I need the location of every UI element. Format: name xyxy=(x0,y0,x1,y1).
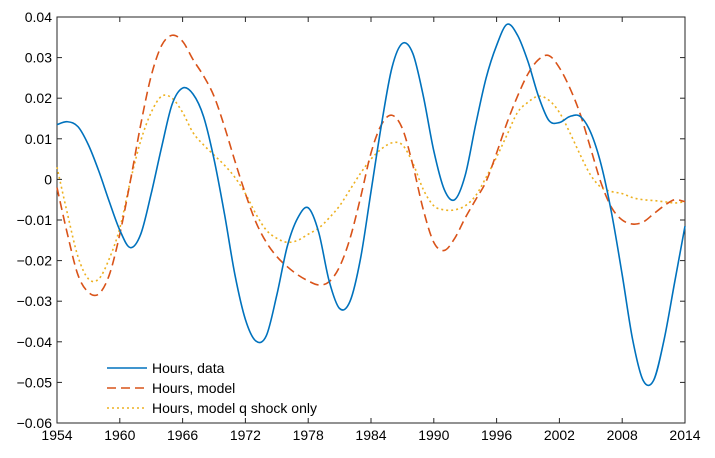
x-tick-label: 1990 xyxy=(418,427,449,443)
legend-label: Hours, data xyxy=(152,360,225,376)
legend-label: Hours, model xyxy=(152,380,235,396)
y-tick-label: −0.01 xyxy=(17,212,53,228)
legend-label: Hours, model q shock only xyxy=(152,400,317,416)
series-line-hours-data xyxy=(56,23,686,387)
y-tick-label: 0.03 xyxy=(25,50,52,66)
x-tick-label: 1960 xyxy=(104,427,135,443)
y-tick-label: −0.05 xyxy=(17,374,53,390)
x-tick-label: 1972 xyxy=(230,427,261,443)
y-tick-label: 0.01 xyxy=(25,131,52,147)
x-tick-label: 1966 xyxy=(167,427,198,443)
y-tick-label: 0.02 xyxy=(25,90,52,106)
x-tick-label: 1984 xyxy=(355,427,386,443)
x-tick-label: 2008 xyxy=(607,427,638,443)
y-tick-label: −0.03 xyxy=(17,293,53,309)
y-axis: −0.06 −0.05 −0.04 −0.03 −0.02 −0.01 0 0.01 0.02 0… xyxy=(17,9,685,431)
x-tick-label: 2014 xyxy=(669,427,700,443)
x-tick-label: 1978 xyxy=(293,427,324,443)
y-tick-label: 0.04 xyxy=(25,9,52,25)
series-line-hours-model xyxy=(56,34,686,297)
series-layer xyxy=(56,23,686,387)
x-axis: 1954 1960 1966 1972 1978 1984 1990 1996 2002 2008… xyxy=(41,17,701,443)
x-tick-label: 2002 xyxy=(544,427,575,443)
y-tick-label: −0.02 xyxy=(17,253,53,269)
y-tick-label: −0.04 xyxy=(17,334,53,350)
x-tick-label: 1954 xyxy=(41,427,72,443)
legend: Hours, data Hours, model Hours, model q sh… xyxy=(107,360,317,416)
x-tick-label: 1996 xyxy=(481,427,512,443)
y-tick-label: −0.06 xyxy=(17,415,53,431)
y-tick-label: 0 xyxy=(44,171,52,187)
